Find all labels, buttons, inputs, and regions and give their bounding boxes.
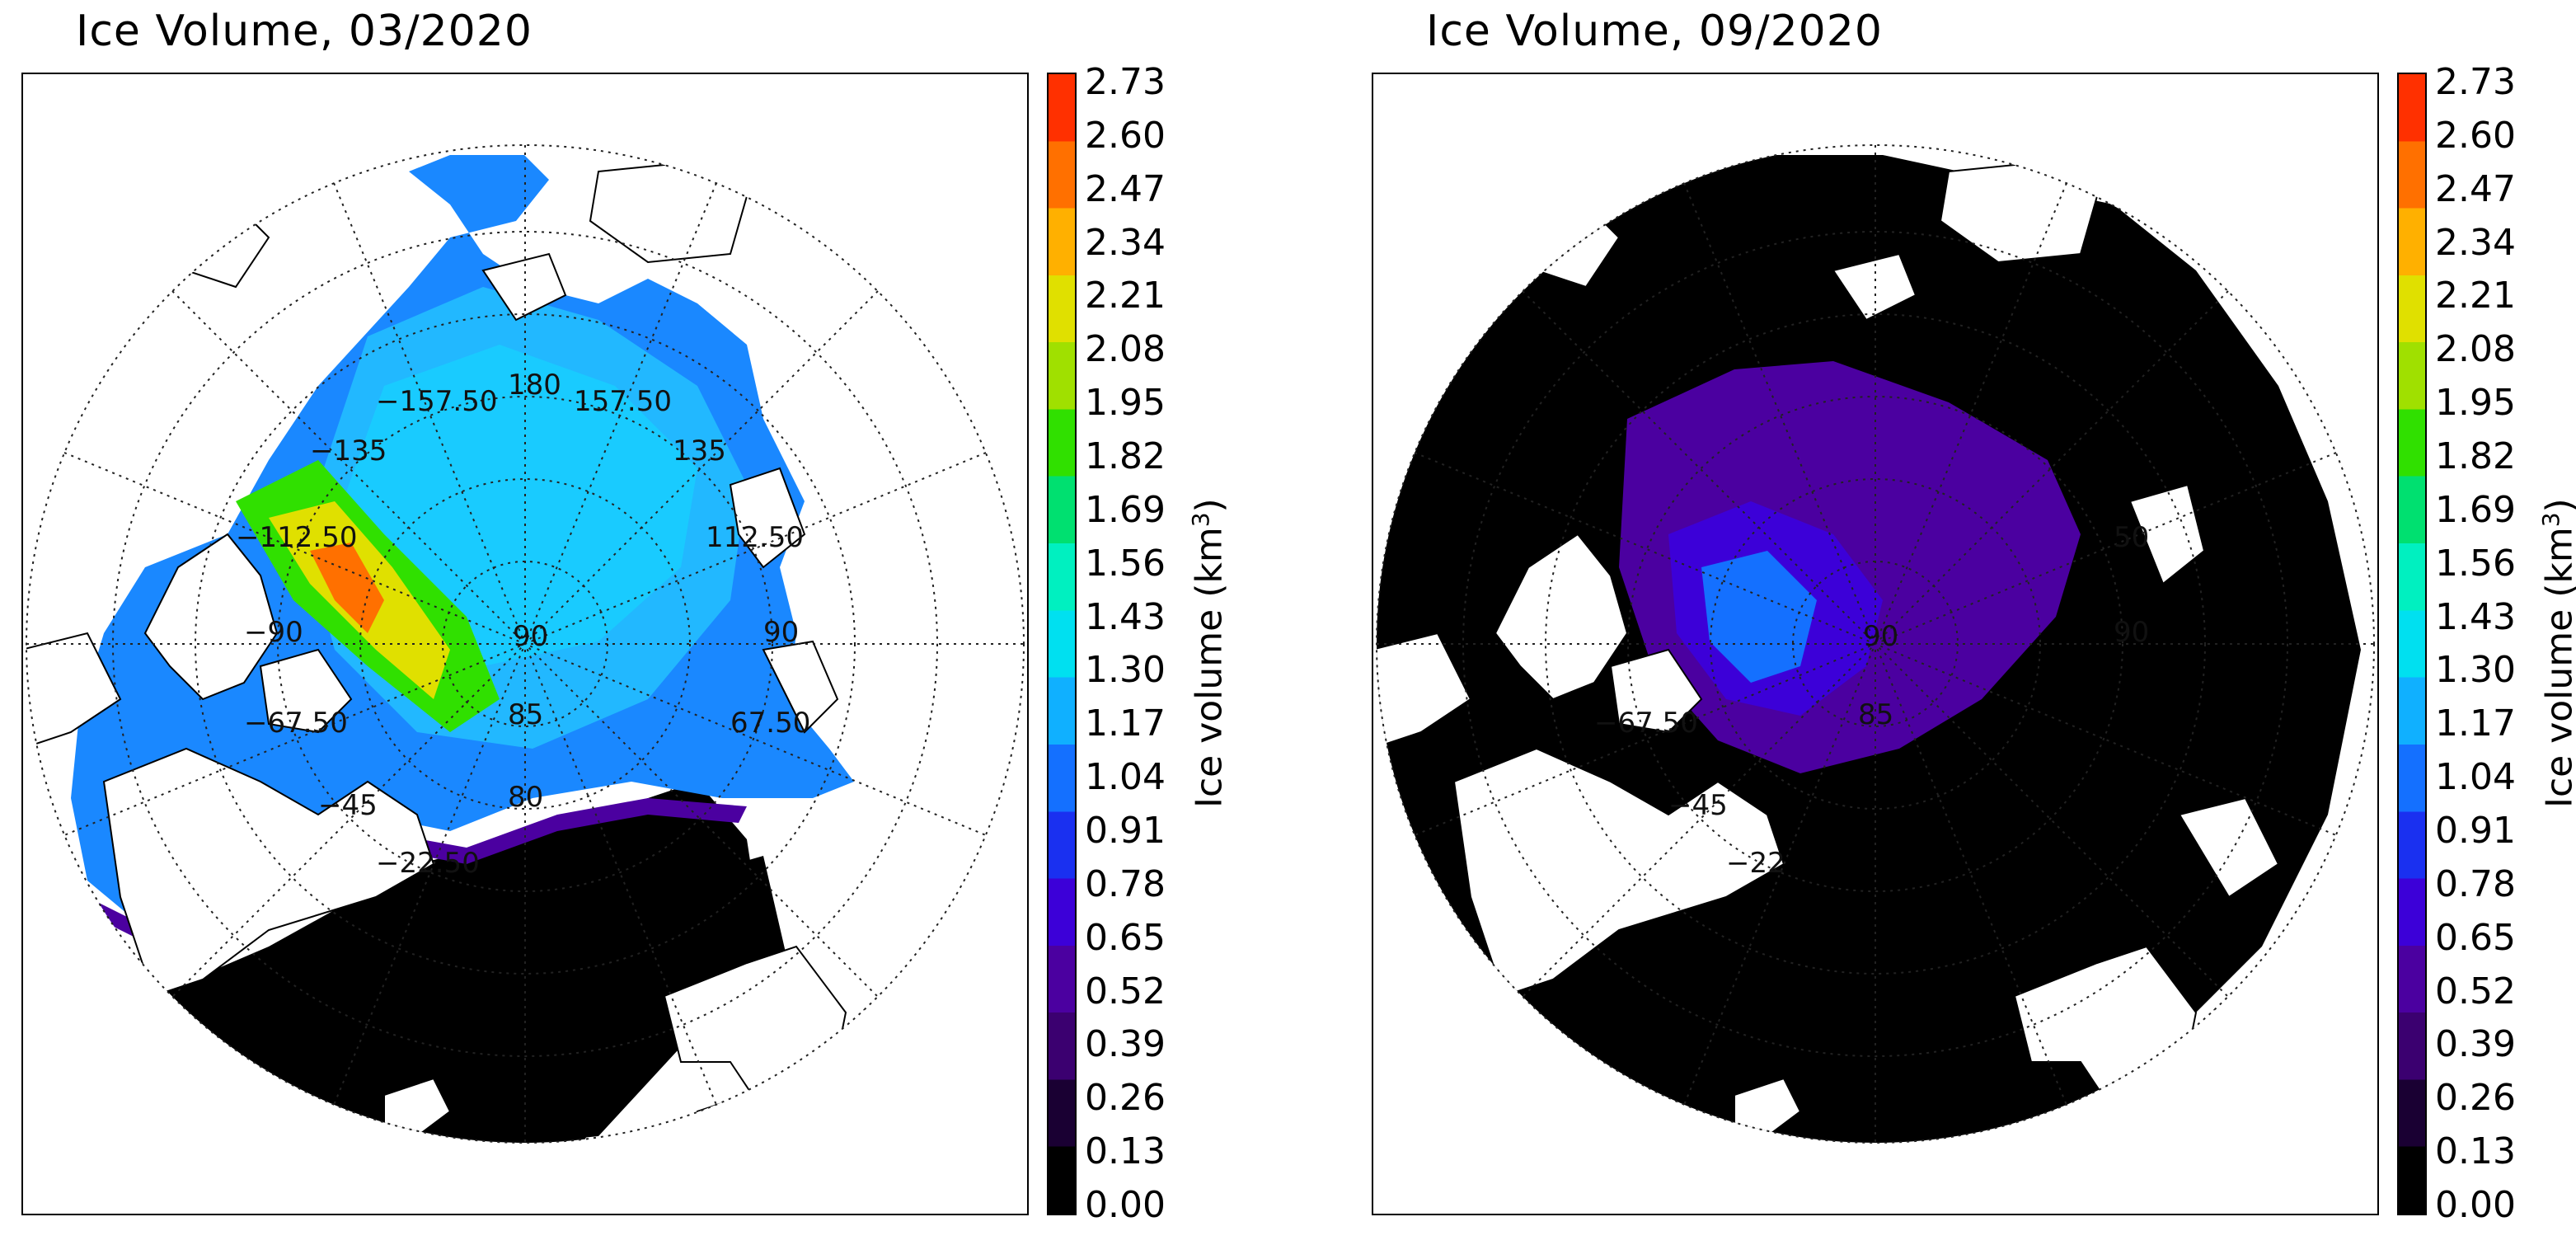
colorbar-left — [1047, 73, 1077, 1215]
grid-label: 85 — [1858, 698, 1893, 731]
polar-map-september: −67.50 −45 −22 85 90 90 50 — [1372, 73, 2379, 1215]
grid-label-pole: 90 — [513, 620, 548, 653]
colorbar-tick-label: 2.21 — [2435, 275, 2516, 317]
grid-label: −45 — [1668, 789, 1728, 822]
colorbar-tick-label: 1.95 — [1085, 382, 1166, 425]
colorbar-tick-label: 0.13 — [1085, 1130, 1166, 1173]
colorbar-right — [2397, 73, 2427, 1215]
colorbar-tick-label: 2.73 — [1085, 61, 1166, 103]
colorbar-tick-label: 2.34 — [1085, 221, 1166, 264]
colorbar-tick-label: 1.17 — [1085, 702, 1166, 745]
grid-label: 90 — [2114, 616, 2149, 649]
grid-label: −112.50 — [236, 521, 357, 554]
colorbar-tick-label: 0.52 — [2435, 970, 2516, 1012]
colorbar-ticks-right: 2.73 2.60 2.47 2.34 2.21 2.08 1.95 1.82 1.69 1.56… — [2435, 64, 2526, 1224]
colorbar-tick-label: 1.17 — [2435, 702, 2516, 745]
grid-label: −22 — [1726, 847, 1785, 880]
polar-map-march: 180 −157.50 157.50 −135 135 −112.50 112.… — [21, 73, 1029, 1215]
colorbar-tick-label: 1.82 — [1085, 435, 1166, 477]
grid-label: 90 — [763, 616, 799, 649]
colorbar-tick-label: 0.91 — [2435, 810, 2516, 852]
colorbar-tick-label: 2.08 — [1085, 328, 1166, 371]
colorbar-tick-label: 1.69 — [2435, 488, 2516, 531]
grid-label: −67.50 — [244, 707, 348, 740]
grid-label: 157.50 — [574, 385, 672, 418]
grid-label: −157.50 — [376, 385, 497, 418]
grid-label: 135 — [673, 435, 726, 467]
grid-label: 50 — [2114, 521, 2149, 554]
graticule — [26, 144, 1025, 1144]
colorbar-tick-label: 0.26 — [1085, 1077, 1166, 1120]
colorbar-tick-label: 0.00 — [1085, 1184, 1166, 1226]
grid-label-pole: 90 — [1863, 620, 1898, 653]
colorbar-tick-label: 0.52 — [1085, 970, 1166, 1012]
colorbar-tick-label: 1.43 — [1085, 595, 1166, 638]
grid-label-180: 180 — [508, 369, 561, 402]
colorbar-tick-label: 1.56 — [1085, 542, 1166, 585]
colorbar-tick-label: 0.39 — [1085, 1023, 1166, 1066]
colorbar-tick-label: 1.04 — [1085, 756, 1166, 799]
colorbar-tick-label: 0.65 — [2435, 916, 2516, 959]
colorbar-tick-label: 0.78 — [2435, 862, 2516, 905]
colorbar-tick-label: 1.82 — [2435, 435, 2516, 477]
colorbar-tick-label: 2.60 — [2435, 114, 2516, 157]
colorbar-tick-label: 0.00 — [2435, 1184, 2516, 1226]
grid-label: 85 — [508, 698, 543, 731]
colorbar-tick-label: 0.39 — [2435, 1023, 2516, 1066]
colorbar-tick-label: 1.30 — [1085, 649, 1166, 692]
colorbar-tick-label: 1.69 — [1085, 488, 1166, 531]
colorbar-tick-label: 2.73 — [2435, 61, 2516, 103]
colorbar-label-right: Ice volume (km3) — [2537, 498, 2576, 808]
colorbar-tick-label: 0.91 — [1085, 810, 1166, 852]
grid-label: −22.50 — [376, 847, 480, 880]
colorbar-tick-label: 0.26 — [2435, 1077, 2516, 1120]
colorbar-ticks-left: 2.73 2.60 2.47 2.34 2.21 2.08 1.95 1.82 1.69 1.56… — [1085, 64, 1175, 1224]
map-title-right: Ice Volume, 09/2020 — [1426, 7, 1883, 56]
colorbar-label-left: Ice volume (km3) — [1187, 498, 1231, 808]
colorbar-tick-label: 0.65 — [1085, 916, 1166, 959]
grid-label: 80 — [508, 781, 543, 814]
grid-label: −135 — [310, 435, 387, 467]
colorbar-tick-label: 1.30 — [2435, 649, 2516, 692]
map-title-left: Ice Volume, 03/2020 — [76, 7, 533, 56]
colorbar-tick-label: 1.43 — [2435, 595, 2516, 638]
grid-label: 112.50 — [706, 521, 804, 554]
grid-label: −45 — [318, 789, 378, 822]
colorbar-tick-label: 2.47 — [2435, 167, 2516, 210]
colorbar-tick-label: 0.78 — [1085, 862, 1166, 905]
colorbar-tick-label: 1.04 — [2435, 756, 2516, 799]
grid-label: 67.50 — [730, 707, 810, 740]
colorbar-tick-label: 2.60 — [1085, 114, 1166, 157]
graticule — [1376, 144, 2375, 1144]
colorbar-tick-label: 1.95 — [2435, 382, 2516, 425]
colorbar-tick-label: 1.56 — [2435, 542, 2516, 585]
colorbar-tick-label: 2.08 — [2435, 328, 2516, 371]
colorbar-tick-label: 2.34 — [2435, 221, 2516, 264]
colorbar-tick-label: 0.13 — [2435, 1130, 2516, 1173]
colorbar-tick-label: 2.47 — [1085, 167, 1166, 210]
colorbar-tick-label: 2.21 — [1085, 275, 1166, 317]
grid-label: −67.50 — [1594, 707, 1698, 740]
grid-label: −90 — [244, 616, 303, 649]
